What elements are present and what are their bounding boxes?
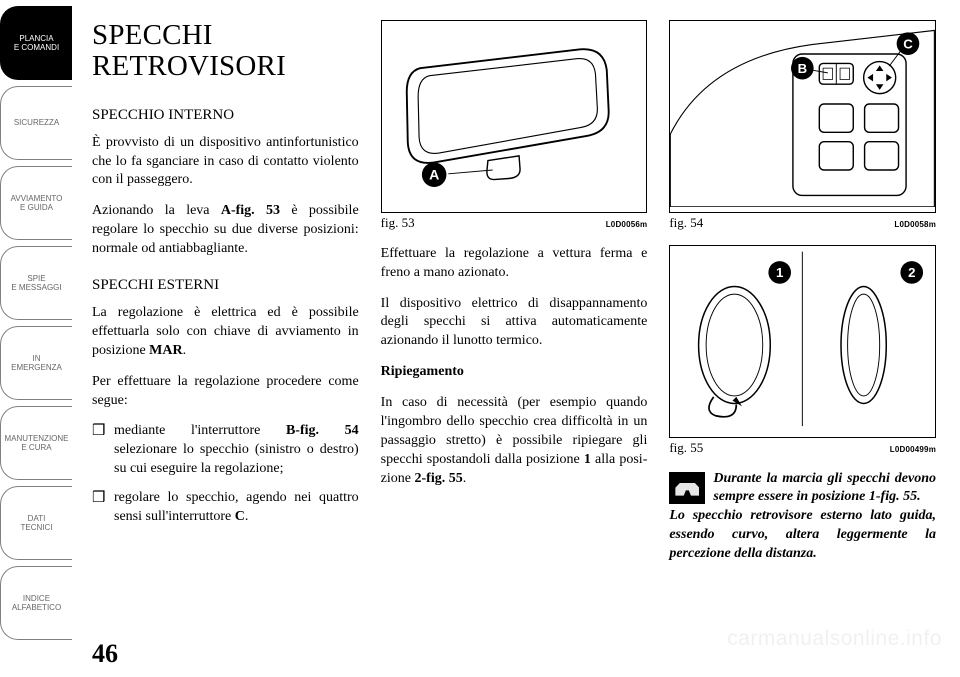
figure-53: A bbox=[381, 20, 648, 213]
tab-emergenza[interactable]: IN EMERGENZA bbox=[0, 326, 72, 400]
warning-icon bbox=[669, 472, 705, 504]
svg-text:A: A bbox=[429, 166, 439, 182]
tab-avviamento[interactable]: AVVIAMENTO E GUIDA bbox=[0, 166, 72, 240]
column-3: B C fig. 54 L0D0058m bbox=[669, 20, 936, 635]
svg-text:C: C bbox=[904, 36, 914, 51]
heading-ripiegamento: Ripiegamento bbox=[381, 363, 648, 382]
para-regolazione: Effettuare la regolazione a vettura ferm… bbox=[381, 245, 648, 283]
para-disappannamento: Il dispositivo elettrico di disappanna­m… bbox=[381, 295, 648, 352]
tab-plancia[interactable]: PLANCIA E COMANDI bbox=[0, 6, 72, 80]
list-item-2: ❒ regolare lo specchio, agendo nei quatt… bbox=[92, 489, 359, 527]
para-interno-2: Azionando la leva A-fig. 53 è possi­bile… bbox=[92, 202, 359, 259]
page-title: SPECCHI RETROVISORI bbox=[92, 20, 359, 83]
para-esterni-2: Per effettuare la regolazione procedere … bbox=[92, 373, 359, 411]
fig53-code: L0D0056m bbox=[606, 220, 648, 229]
fig54-label: fig. 54 bbox=[669, 215, 703, 231]
tab-manutenzione[interactable]: MANUTENZIONE E CURA bbox=[0, 406, 72, 480]
para-interno-1: È provvisto di un dispositivo an­tinfort… bbox=[92, 134, 359, 191]
heading-specchi-esterni: SPECCHI ESTERNI bbox=[92, 277, 359, 294]
heading-specchio-interno: SPECCHIO INTERNO bbox=[92, 107, 359, 124]
fig54-code: L0D0058m bbox=[894, 220, 936, 229]
side-tabs: PLANCIA E COMANDI SICUREZZA AVVIAMENTO E… bbox=[0, 0, 72, 677]
figure-55: 1 2 bbox=[669, 245, 936, 438]
list-item-1: ❒ mediante l'interruttore B-fig. 54 sele… bbox=[92, 422, 359, 479]
figure-54: B C bbox=[669, 20, 936, 213]
page-content: SPECCHI RETROVISORI SPECCHIO INTERNO È p… bbox=[72, 0, 960, 677]
para-ripiegamento: In caso di necessità (per esempio quando… bbox=[381, 394, 648, 488]
warning-text-2: Lo specchio retrovisore esterno lato gui… bbox=[669, 508, 936, 561]
warning-text-1: Durante la marcia gli spec­chi devono se… bbox=[713, 471, 936, 505]
fig53-label: fig. 53 bbox=[381, 215, 415, 231]
warning-block: Durante la marcia gli spec­chi devono se… bbox=[669, 470, 936, 564]
tab-indice[interactable]: INDICE ALFABETICO bbox=[0, 566, 72, 640]
column-1: SPECCHI RETROVISORI SPECCHIO INTERNO È p… bbox=[92, 20, 359, 635]
fig55-code: L0D00499m bbox=[890, 445, 936, 454]
svg-text:1: 1 bbox=[776, 265, 783, 280]
tab-sicurezza[interactable]: SICUREZZA bbox=[0, 86, 72, 160]
column-2: A fig. 53 L0D0056m Effettuare la regolaz… bbox=[381, 20, 648, 635]
svg-text:B: B bbox=[798, 61, 808, 76]
tab-spie[interactable]: SPIE E MESSAGGI bbox=[0, 246, 72, 320]
svg-text:2: 2 bbox=[908, 265, 915, 280]
page-number: 46 bbox=[92, 639, 936, 669]
fig55-label: fig. 55 bbox=[669, 440, 703, 456]
tab-dati[interactable]: DATI TECNICI bbox=[0, 486, 72, 560]
para-esterni-1: La regolazione è elettrica ed è possi­bi… bbox=[92, 304, 359, 361]
